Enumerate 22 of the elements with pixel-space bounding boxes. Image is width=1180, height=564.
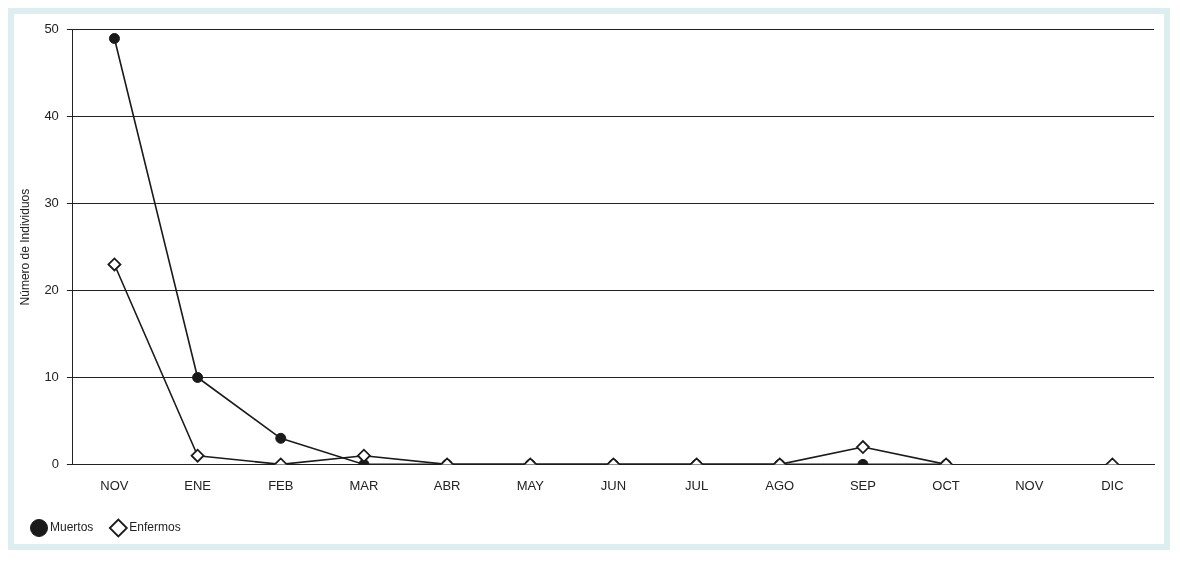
legend-label: Enfermos xyxy=(129,520,181,535)
x-tick-label: JUL xyxy=(685,477,709,493)
x-tick-label: OCT xyxy=(932,477,960,493)
x-tick-label: DIC xyxy=(1101,477,1124,493)
y-tick-label: 40 xyxy=(44,108,59,124)
y-tick-label: 0 xyxy=(51,455,59,471)
x-tick-label: JUN xyxy=(600,477,627,493)
x-tick-label: ABR xyxy=(433,477,461,493)
x-tick-label: AGO xyxy=(765,477,795,493)
y-tick-label: 10 xyxy=(44,369,59,385)
x-tick-label: FEB xyxy=(268,477,294,493)
x-tick-label: NOV xyxy=(1015,477,1044,493)
y-tick-label: 30 xyxy=(44,195,59,211)
x-tick-label: SEP xyxy=(849,477,876,493)
y-axis-title: Número de Individuos xyxy=(17,188,32,306)
y-tick-label: 20 xyxy=(44,282,59,298)
legend-label: Muertos xyxy=(50,520,94,535)
y-tick-label: 50 xyxy=(44,21,59,37)
x-tick-label: ENE xyxy=(184,477,212,493)
x-tick-label: MAR xyxy=(349,477,379,493)
x-tick-label: MAY xyxy=(516,477,545,493)
x-tick-label: NOV xyxy=(100,477,129,493)
